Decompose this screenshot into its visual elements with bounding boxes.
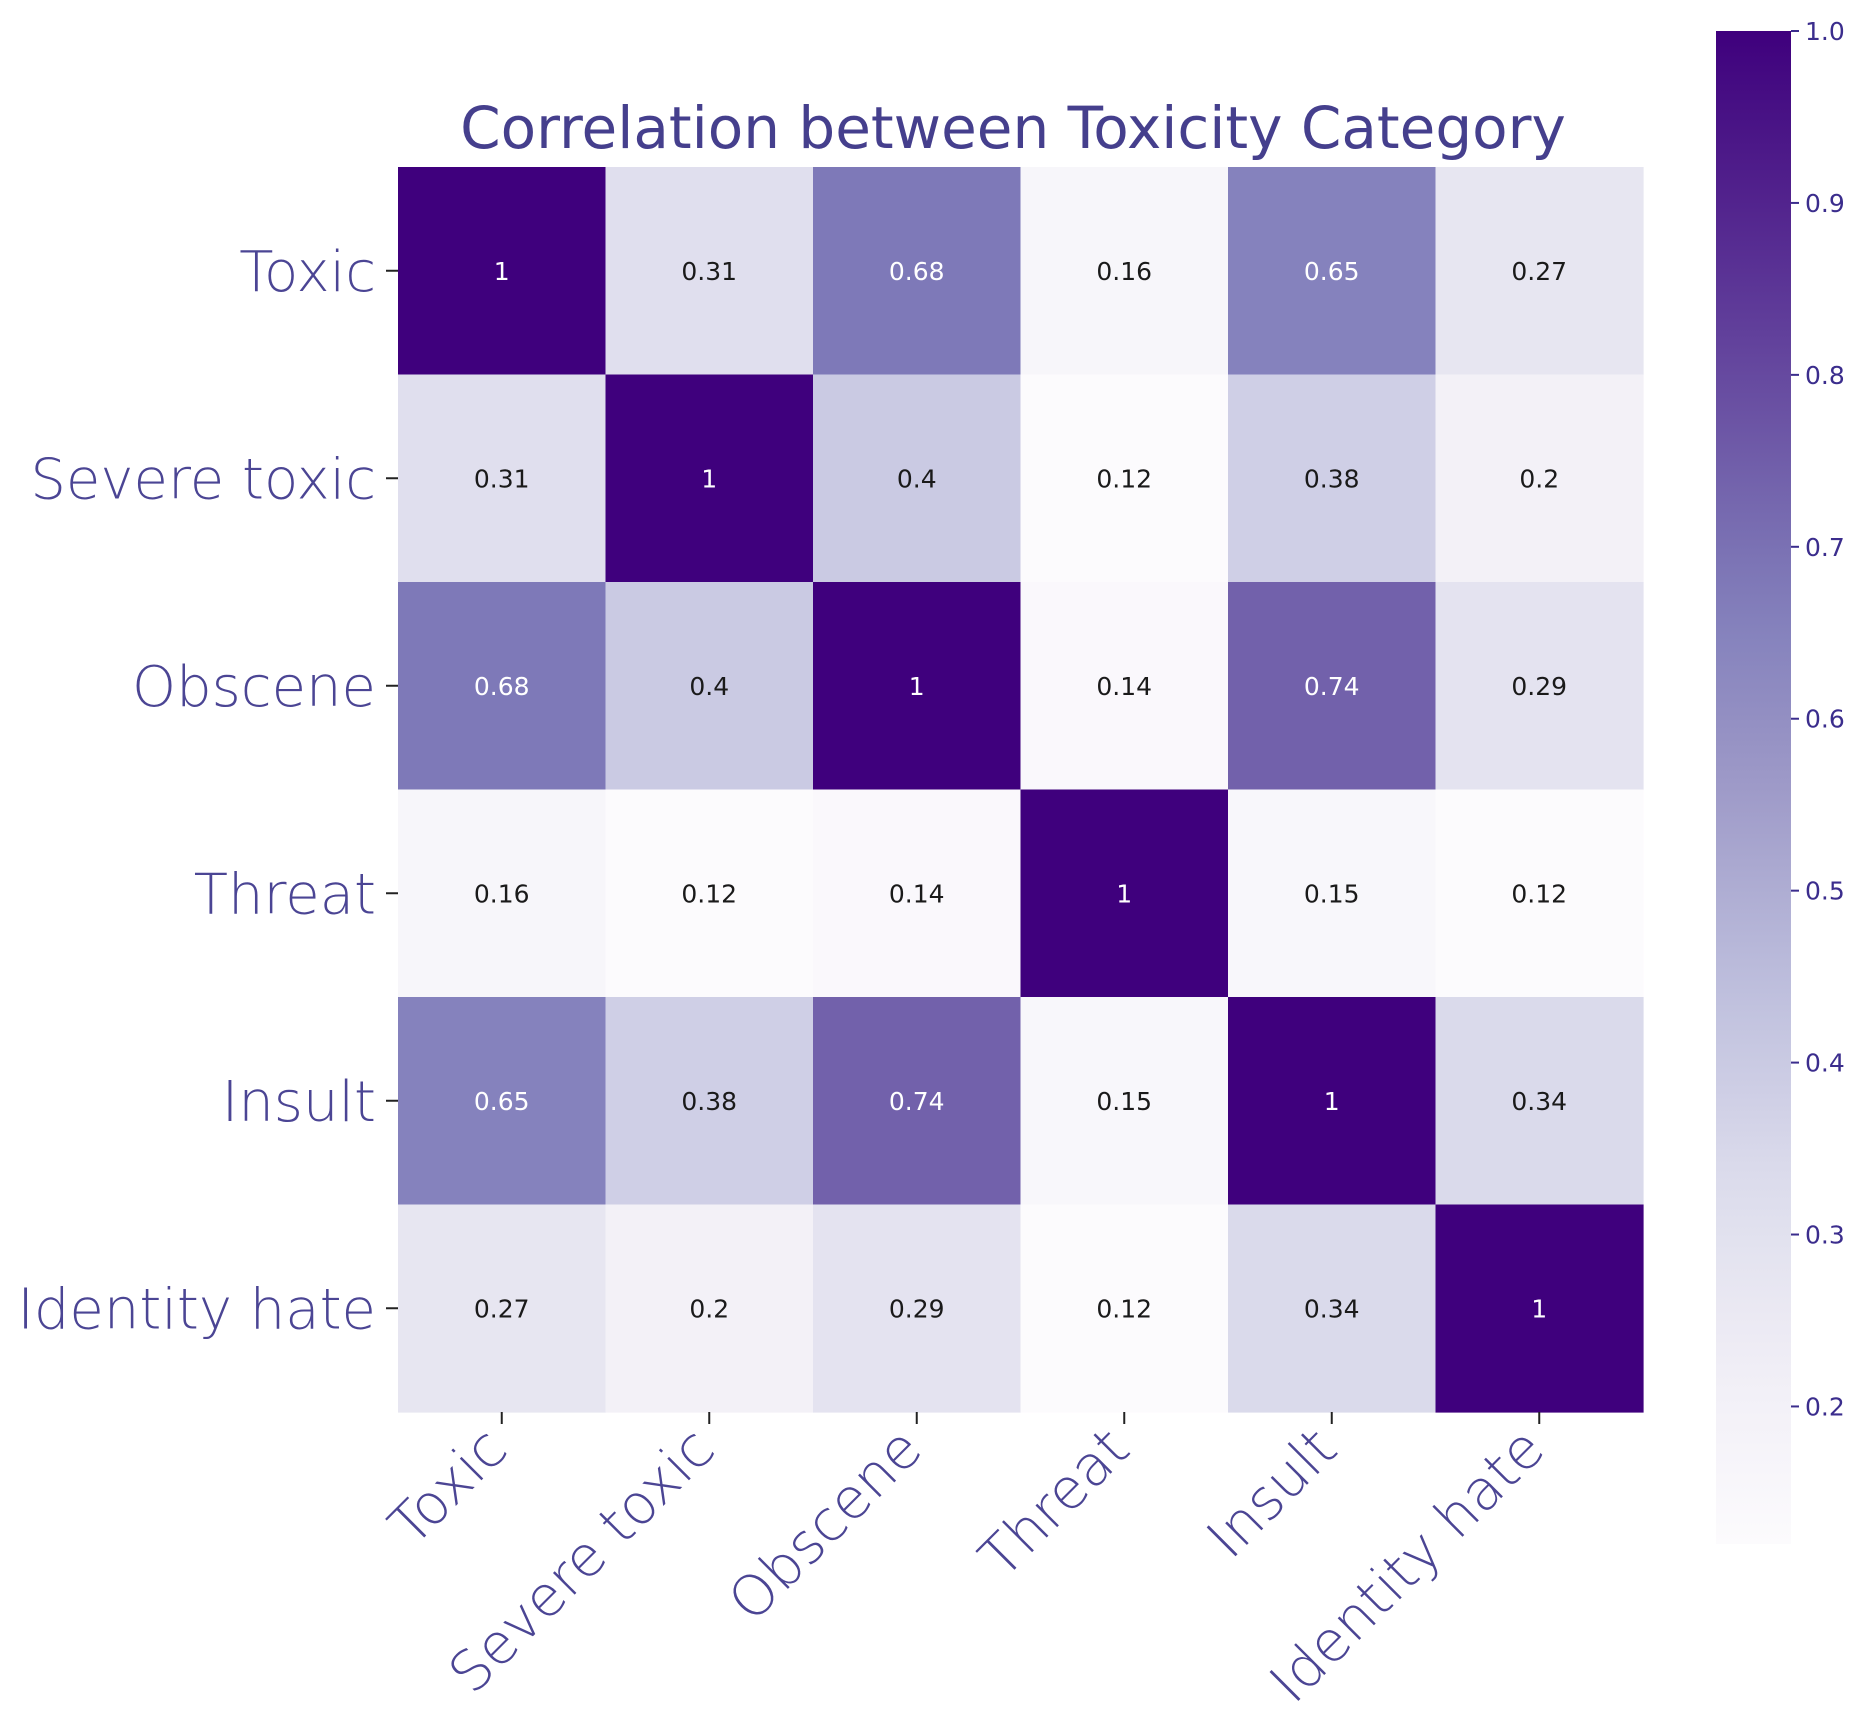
heatmap-cell-identity-hate-threat xyxy=(1020,1204,1229,1413)
cell-value-label: 0.2 xyxy=(689,1294,729,1323)
cell-value-label: 0.68 xyxy=(474,672,530,701)
heatmap-cell-obscene-severe-toxic xyxy=(605,582,814,791)
chart-title: Correlation between Toxicity Category xyxy=(460,94,1566,162)
heatmap-cell-toxic-threat xyxy=(1020,167,1229,376)
heatmap-cell-identity-hate-identity-hate xyxy=(1435,1204,1644,1413)
cell-value-label: 0.12 xyxy=(681,879,737,908)
cell-value-label: 0.27 xyxy=(474,1294,530,1323)
cell-value-label: 0.16 xyxy=(1096,257,1152,286)
heatmap-cell-threat-severe-toxic xyxy=(605,789,814,998)
colorbar-tick-label: 0.4 xyxy=(1805,1049,1845,1078)
heatmap-cell-threat-threat xyxy=(1020,789,1229,998)
heatmap-cell-obscene-obscene xyxy=(813,582,1022,791)
x-tick-label-toxic: Toxic xyxy=(377,1416,520,1559)
cell-value-label: 0.34 xyxy=(1304,1294,1360,1323)
cell-value-label: 0.65 xyxy=(474,1087,530,1116)
cell-value-label: 1 xyxy=(494,257,510,286)
cell-value-label: 0.14 xyxy=(1096,672,1152,701)
colorbar-tick-label: 0.8 xyxy=(1805,361,1845,390)
heatmap-cell-toxic-toxic xyxy=(398,167,607,376)
colorbar-tick-label: 0.5 xyxy=(1805,877,1845,906)
cell-value-label: 1 xyxy=(1116,879,1132,908)
heatmap-cell-severe-toxic-threat xyxy=(1020,374,1229,583)
cell-value-label: 0.12 xyxy=(1511,879,1567,908)
y-tick-label-identity-hate: Identity hate xyxy=(17,1277,376,1342)
heatmap-cell-severe-toxic-insult xyxy=(1228,374,1437,583)
heatmap-cell-threat-identity-hate xyxy=(1435,789,1644,998)
heatmap-cell-obscene-identity-hate xyxy=(1435,582,1644,791)
cell-value-label: 0.14 xyxy=(889,879,945,908)
heatmap-cell-toxic-identity-hate xyxy=(1435,167,1644,376)
heatmap-cell-obscene-threat xyxy=(1020,582,1229,791)
y-tick-label-threat: Threat xyxy=(194,862,376,927)
cell-value-label: 0.4 xyxy=(689,672,729,701)
x-tick-label-obscene: Obscene xyxy=(716,1416,934,1634)
cell-value-label: 0.38 xyxy=(681,1087,737,1116)
heatmap-cell-severe-toxic-severe-toxic xyxy=(605,374,814,583)
y-tick-label-severe-toxic: Severe toxic xyxy=(30,447,376,512)
cell-value-label: 0.34 xyxy=(1511,1087,1567,1116)
heatmap-cell-labels: 1 0.31 0.68 0.16 0.65 0.27 0.31 1 0.4 0.12 0.38 0.2… xyxy=(474,257,1567,1324)
heatmap-cell-obscene-insult xyxy=(1228,582,1437,791)
cell-value-label: 1 xyxy=(909,672,925,701)
y-axis: Toxic Severe toxic Obscene Threat Insult Iden… xyxy=(17,240,398,1342)
heatmap-cell-identity-hate-obscene xyxy=(813,1204,1022,1413)
heatmap-cell-severe-toxic-identity-hate xyxy=(1435,374,1644,583)
y-tick-label-insult: Insult xyxy=(222,1070,376,1135)
heatmap-cell-threat-obscene xyxy=(813,789,1022,998)
colorbar-tick-label: 0.6 xyxy=(1805,705,1845,734)
cell-value-label: 0.2 xyxy=(1519,464,1559,493)
cell-value-label: 0.31 xyxy=(681,257,737,286)
heatmap-cell-insult-obscene xyxy=(813,997,1022,1206)
heatmap-cell-obscene-toxic xyxy=(398,582,607,791)
cell-value-label: 0.74 xyxy=(889,1087,945,1116)
heatmap-cell-threat-toxic xyxy=(398,789,607,998)
heatmap-cell-toxic-insult xyxy=(1228,167,1437,376)
heatmap-cell-severe-toxic-toxic xyxy=(398,374,607,583)
cell-value-label: 0.74 xyxy=(1304,672,1360,701)
heatmap-cell-toxic-obscene xyxy=(813,167,1022,376)
colorbar-tick-label: 0.7 xyxy=(1805,533,1845,562)
heatmap-cell-insult-severe-toxic xyxy=(605,997,814,1206)
heatmap-cell-threat-insult xyxy=(1228,789,1437,998)
colorbar-tick-label: 1.0 xyxy=(1805,17,1845,46)
cell-value-label: 1 xyxy=(1531,1294,1547,1323)
colorbar-tick-label: 0.2 xyxy=(1805,1392,1845,1421)
cell-value-label: 1 xyxy=(1324,1087,1340,1116)
heatmap-cell-severe-toxic-obscene xyxy=(813,374,1022,583)
cell-value-label: 0.12 xyxy=(1096,1294,1152,1323)
heatmap-cell-insult-insult xyxy=(1228,997,1437,1206)
cell-value-label: 0.4 xyxy=(897,464,937,493)
colorbar-tick-label: 0.9 xyxy=(1805,189,1845,218)
cell-value-label: 0.27 xyxy=(1511,257,1567,286)
x-tick-label-insult: Insult xyxy=(1195,1416,1350,1571)
heatmap-cell-identity-hate-insult xyxy=(1228,1204,1437,1413)
colorbar-tick-label: 0.3 xyxy=(1805,1221,1845,1250)
y-tick-label-toxic: Toxic xyxy=(239,240,376,305)
cell-value-label: 0.38 xyxy=(1304,464,1360,493)
cell-value-label: 0.68 xyxy=(889,257,945,286)
heatmap-cell-insult-toxic xyxy=(398,997,607,1206)
cell-value-label: 0.65 xyxy=(1304,257,1360,286)
cell-value-label: 0.31 xyxy=(474,464,530,493)
x-tick-label-threat: Threat xyxy=(967,1416,1142,1591)
cell-value-label: 0.29 xyxy=(1511,672,1567,701)
y-tick-label-obscene: Obscene xyxy=(132,655,376,720)
cell-value-label: 0.16 xyxy=(474,879,530,908)
heatmap-cell-identity-hate-toxic xyxy=(398,1204,607,1413)
heatmap-cell-insult-threat xyxy=(1020,997,1229,1206)
heatmap-cells xyxy=(398,167,1644,1413)
cell-value-label: 0.15 xyxy=(1304,879,1360,908)
cell-value-label: 0.15 xyxy=(1096,1087,1152,1116)
cell-value-label: 0.29 xyxy=(889,1294,945,1323)
heatmap-cell-identity-hate-severe-toxic xyxy=(605,1204,814,1413)
colorbar-gradient xyxy=(1716,31,1791,1544)
heatmap-cell-insult-identity-hate xyxy=(1435,997,1644,1206)
cell-value-label: 1 xyxy=(701,464,717,493)
heatmap-cell-toxic-severe-toxic xyxy=(605,167,814,376)
cell-value-label: 0.12 xyxy=(1096,464,1152,493)
colorbar: 0.2 0.3 0.4 0.5 0.6 0.7 0.8 0.9 1.0 xyxy=(1716,17,1845,1544)
